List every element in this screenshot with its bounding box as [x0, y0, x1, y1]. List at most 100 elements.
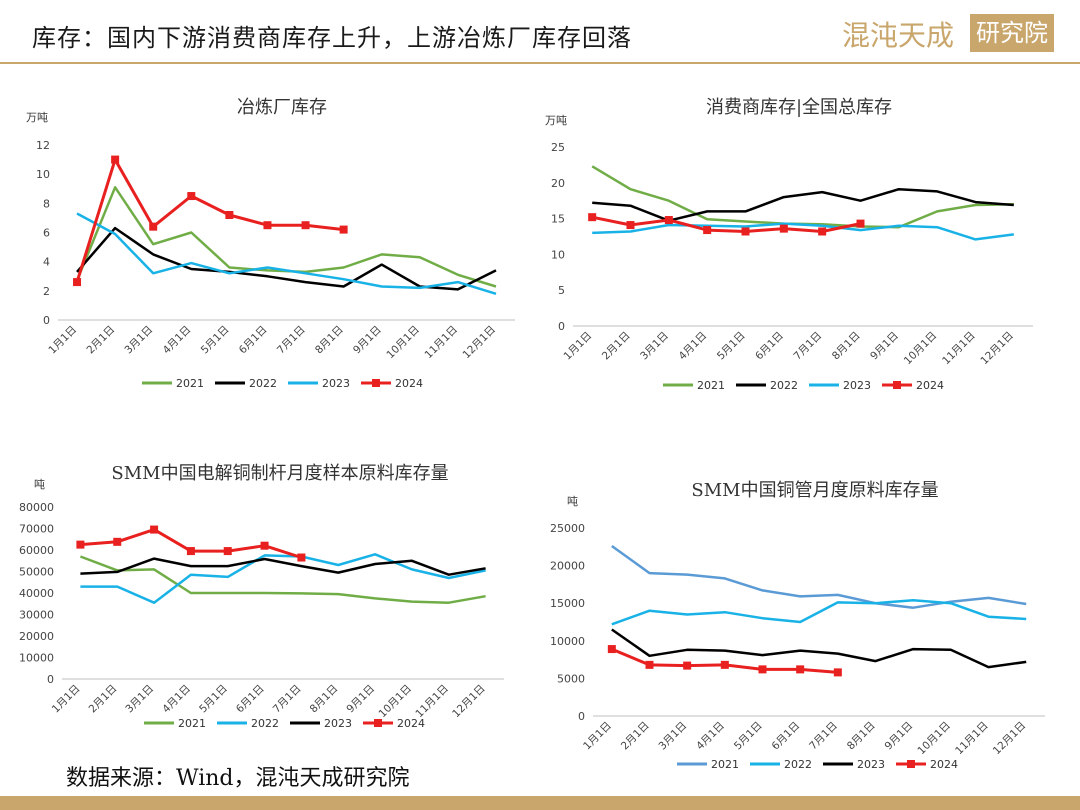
x-tick-label: 10月1日	[377, 683, 415, 721]
data-point-marker	[187, 192, 196, 201]
x-tick-label: 4月1日	[160, 683, 193, 716]
series-2022	[592, 187, 1014, 222]
chart-legend: 2021 2022 2023 2024	[142, 377, 423, 390]
y-axis-unit: 万吨	[545, 114, 567, 127]
x-tick-label: 5月1日	[199, 324, 232, 357]
x-tick-label: 10月1日	[915, 720, 953, 758]
x-tick-label: 2月1日	[619, 720, 652, 753]
x-tick-label: 7月1日	[807, 720, 840, 753]
data-point-marker	[856, 219, 865, 228]
y-tick-label: 25	[551, 141, 565, 154]
data-point-marker	[149, 222, 158, 231]
x-tick-label: 7月1日	[791, 330, 824, 363]
chart-title: 冶炼厂库存	[237, 97, 327, 118]
data-point-marker	[645, 660, 654, 669]
legend-label: 2021	[176, 377, 204, 390]
y-tick-label: 80000	[19, 501, 54, 514]
x-tick-label: 2月1日	[87, 683, 120, 716]
legend-label: 2023	[324, 717, 352, 730]
footer-bar	[0, 796, 1080, 810]
y-axis-unit: 万吨	[26, 111, 48, 124]
x-tick-label: 1月1日	[46, 324, 79, 357]
y-tick-label: 25000	[550, 522, 585, 535]
legend-marker	[374, 719, 382, 727]
chart-title: SMM中国铜管月度原料库存量	[691, 480, 938, 501]
y-tick-label: 20000	[19, 630, 54, 643]
x-tick-label: 11月1日	[413, 683, 451, 721]
header-divider	[0, 62, 1080, 64]
data-point-marker	[73, 278, 82, 287]
y-tick-label: 15000	[550, 597, 585, 610]
x-tick-label: 12月1日	[991, 720, 1029, 758]
data-point-marker	[796, 665, 805, 674]
legend-marker	[893, 381, 901, 389]
x-tick-label: 12月1日	[461, 324, 499, 362]
data-point-marker	[626, 221, 635, 230]
series-2024	[607, 645, 842, 677]
chart-legend: 2021 2022 2023 2024	[144, 717, 425, 730]
chart-legend: 2021 2022 2023 2024	[663, 379, 944, 392]
data-point-marker	[150, 525, 159, 534]
series-2024	[588, 213, 865, 236]
series-2023	[80, 557, 486, 576]
data-point-marker	[683, 661, 692, 670]
data-point-marker	[297, 553, 306, 562]
legend-label: 2023	[843, 379, 871, 392]
x-tick-label: 3月1日	[638, 330, 671, 363]
x-tick-label: 4月1日	[676, 330, 709, 363]
y-tick-label: 8	[43, 197, 50, 210]
series-2024	[76, 525, 306, 562]
logo-badge: 研究院	[970, 14, 1054, 52]
y-tick-label: 40000	[19, 587, 54, 600]
data-point-marker	[758, 665, 767, 674]
x-tick-label: 10月1日	[902, 330, 940, 368]
series-2023	[76, 212, 497, 295]
data-source-note: 数据来源：Wind，混沌天成研究院	[66, 766, 410, 791]
y-tick-label: 10	[551, 248, 565, 261]
y-tick-label: 60000	[19, 544, 54, 557]
data-point-marker	[818, 227, 827, 236]
x-tick-label: 7月1日	[275, 324, 308, 357]
x-tick-label: 6月1日	[753, 330, 786, 363]
data-point-marker	[225, 211, 234, 219]
y-tick-label: 5000	[557, 672, 585, 685]
x-tick-label: 1月1日	[581, 720, 614, 753]
series-2022	[80, 553, 486, 604]
x-tick-label: 11月1日	[940, 330, 978, 368]
data-point-marker	[301, 221, 310, 230]
series-line	[75, 158, 344, 283]
legend-label: 2024	[395, 377, 423, 390]
x-tick-label: 8月1日	[845, 720, 878, 753]
y-tick-label: 30000	[19, 609, 54, 622]
y-tick-label: 15	[551, 213, 565, 226]
chart-title: SMM中国电解铜制杆月度样本原料库存量	[111, 463, 448, 484]
data-point-marker	[833, 668, 842, 677]
y-tick-label: 0	[47, 673, 54, 686]
x-tick-label: 1月1日	[50, 683, 83, 716]
series-line	[80, 557, 486, 576]
series-line	[611, 628, 1027, 669]
data-point-marker	[607, 645, 616, 654]
legend-label: 2024	[916, 379, 944, 392]
x-tick-label: 2月1日	[600, 330, 633, 363]
legend-label: 2021	[697, 379, 725, 392]
data-point-marker	[779, 224, 788, 233]
y-tick-label: 0	[578, 710, 585, 723]
y-tick-label: 70000	[19, 523, 54, 536]
data-point-marker	[720, 660, 729, 669]
data-point-marker	[664, 216, 673, 225]
series-2024	[73, 155, 348, 287]
series-2021	[611, 544, 1027, 609]
legend-marker	[372, 379, 380, 387]
legend-label: 2023	[857, 758, 885, 771]
x-tick-label: 1月1日	[561, 330, 594, 363]
y-axis-unit: 吨	[34, 478, 45, 491]
chart-title: 消费商库存|全国总库存	[706, 97, 892, 118]
data-point-marker	[741, 227, 750, 236]
series-line	[80, 553, 486, 604]
legend-label: 2024	[930, 758, 958, 771]
y-tick-label: 4	[43, 256, 50, 269]
